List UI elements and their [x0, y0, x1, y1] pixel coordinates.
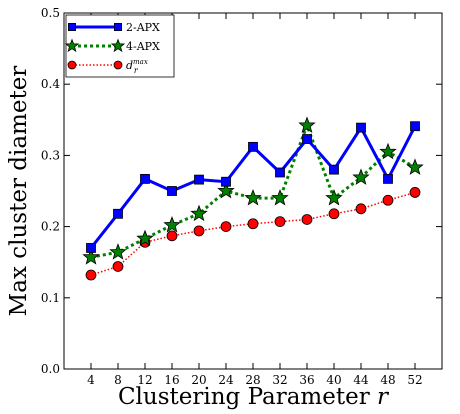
x-tick-label: 44 [353, 373, 369, 387]
x-axis-label: Clustering Parameter r [118, 384, 390, 410]
y-tick-label: 0.1 [41, 291, 60, 305]
data-point [112, 261, 124, 272]
data-point [383, 173, 393, 184]
data-point [193, 225, 205, 237]
y-tick-label: 0.0 [41, 362, 60, 376]
data-point [136, 229, 154, 247]
data-point [109, 243, 127, 260]
data-point [114, 22, 123, 31]
series-square [86, 121, 420, 253]
data-point [329, 164, 339, 175]
legend-label: 2-APX [126, 21, 160, 34]
y-tick-label: 0.5 [41, 6, 60, 20]
data-point [355, 203, 367, 215]
plot-area [82, 116, 424, 281]
y-tick-label: 0.4 [41, 77, 60, 91]
data-point [140, 173, 150, 184]
data-point [406, 158, 424, 175]
data-point [194, 174, 204, 185]
data-point [190, 204, 208, 222]
data-point [247, 218, 259, 230]
legend-label: dmax r [126, 58, 148, 75]
x-tick-label: 16 [164, 373, 179, 387]
data-point [85, 269, 97, 281]
data-point [302, 134, 312, 144]
data-point [167, 186, 177, 196]
series-line [90, 191, 416, 276]
data-point [328, 208, 340, 220]
x-tick-label: 52 [407, 373, 422, 387]
series-circle [85, 187, 421, 281]
data-point [82, 248, 100, 265]
x-tick-label: 20 [191, 373, 206, 387]
x-tick-label: 12 [137, 373, 152, 387]
x-tick-label: 4 [87, 373, 95, 387]
data-point [271, 188, 289, 206]
data-point [274, 216, 286, 228]
legend-label: 4-APX [126, 40, 160, 53]
data-point [275, 167, 285, 178]
data-point [113, 208, 123, 219]
x-tick-label: 48 [380, 373, 395, 387]
y-tick-label: 0.3 [41, 148, 60, 162]
series-star [82, 116, 424, 265]
data-point [67, 60, 77, 70]
data-point [68, 22, 77, 31]
data-point [298, 116, 316, 133]
x-tick-label: 24 [218, 373, 234, 387]
data-point [217, 181, 235, 199]
data-point [86, 243, 96, 253]
data-point [352, 168, 370, 185]
legend: 2-APX 4-APX dmax r [64, 14, 175, 78]
data-point [379, 142, 397, 160]
data-point [113, 60, 123, 70]
data-point [163, 216, 181, 233]
data-point [64, 38, 80, 53]
data-point [409, 187, 421, 198]
data-point [248, 141, 258, 152]
x-tick-label: 28 [245, 373, 260, 387]
y-tick-label: 0.2 [41, 220, 60, 234]
data-point [301, 214, 313, 225]
data-point [221, 176, 231, 187]
data-point [356, 122, 366, 133]
data-point [382, 194, 394, 206]
data-point [166, 230, 178, 242]
data-point [220, 221, 232, 233]
x-tick-label: 8 [114, 373, 122, 387]
data-point [410, 121, 420, 132]
data-point [110, 38, 126, 53]
data-point [325, 188, 343, 206]
x-tick-label: 36 [299, 373, 314, 387]
axis-ticks: 0.00.10.20.30.40.54 8 12 16 20 24 28 32 36 40 44 48… [41, 6, 442, 387]
x-tick-label: 32 [272, 373, 287, 387]
y-axis-label: Max cluster diameter [6, 66, 32, 317]
x-tick-label: 40 [326, 373, 341, 387]
data-point [244, 188, 262, 206]
